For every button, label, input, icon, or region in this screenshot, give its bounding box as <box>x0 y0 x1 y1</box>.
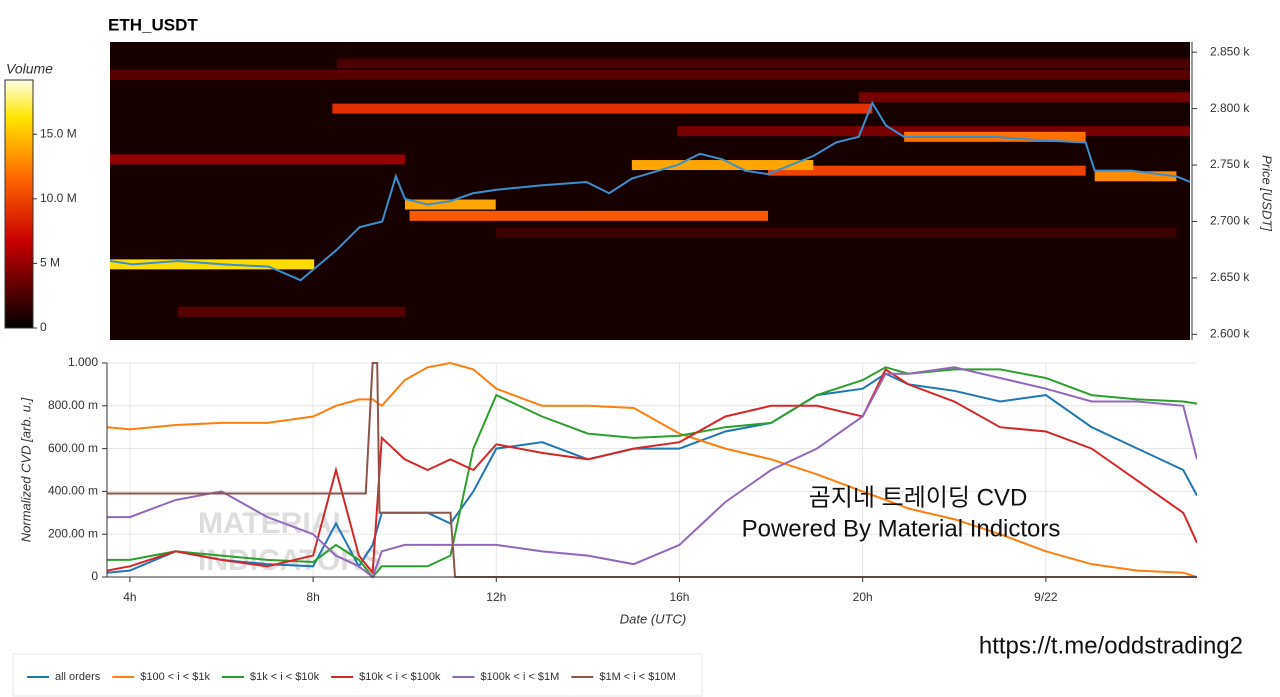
y-tick-label: 1.000 <box>68 355 98 369</box>
annotation: 곰지네 트레이딩 CVD <box>809 484 1028 511</box>
liquidity-level <box>495 227 1177 238</box>
liquidity-level <box>1094 171 1177 182</box>
y-tick-label: 800.00 m <box>48 398 98 412</box>
x-tick-label: 8h <box>306 590 319 604</box>
y-tick-label: 0 <box>91 569 98 583</box>
watermark: MATERIAL <box>198 507 351 540</box>
price-axis-label: Price [USDT] <box>1260 155 1275 231</box>
x-tick-label: 12h <box>486 590 506 604</box>
liquidity-level <box>332 103 873 114</box>
colorbar-tick-label: 10.0 M <box>40 191 77 205</box>
cvd-line <box>107 366 1197 579</box>
liquidity-level <box>404 199 496 210</box>
price-tick-label: 2.600 k <box>1210 327 1250 341</box>
liquidity-level <box>336 58 1190 69</box>
legend <box>12 653 703 697</box>
legend-label: $10k < i < $100k <box>359 671 441 683</box>
colorbar-tick-label: 5 M <box>40 256 60 270</box>
x-tick-label: 20h <box>853 590 873 604</box>
price-tick-label: 2.750 k <box>1210 157 1250 171</box>
colorbar-title: Volume <box>6 61 53 77</box>
colorbar-tick-label: 0 <box>40 320 47 334</box>
price-tick-label: 2.800 k <box>1210 101 1250 115</box>
legend-label: $100 < i < $1k <box>140 671 210 683</box>
x-tick-label: 4h <box>123 590 136 604</box>
y-tick-label: 200.00 m <box>48 526 98 540</box>
liquidity-level <box>409 210 768 221</box>
legend-label: $1k < i < $10k <box>250 671 320 683</box>
cvd-line <box>107 367 1197 576</box>
chart-title: ETH_USDT <box>108 15 198 34</box>
y-tick-label: 400.00 m <box>48 484 98 498</box>
liquidity-level <box>631 160 814 171</box>
heatmap-background <box>110 42 1190 340</box>
cvd-lines <box>107 361 1197 579</box>
liquidity-level <box>767 165 1086 176</box>
legend-label: $100k < i < $1M <box>480 671 559 683</box>
cvd-line <box>107 361 1197 578</box>
x-tick-label: 9/22 <box>1034 590 1058 604</box>
y-axis-label: Normalized CVD [arb. u.] <box>18 397 33 542</box>
liquidity-level <box>858 92 1190 103</box>
x-axis-label: Date (UTC) <box>620 611 686 626</box>
colorbar-tick-label: 15.0 M <box>40 126 77 140</box>
price-line <box>110 100 1190 282</box>
liquidity-level <box>677 126 1190 137</box>
price-tick-label: 2.850 k <box>1210 44 1250 58</box>
cvd-line <box>107 366 1197 579</box>
heatmap <box>110 58 1190 317</box>
legend-label: $1M < i < $10M <box>599 671 675 683</box>
x-tick-label: 16h <box>669 590 689 604</box>
y-tick-label: 600.00 m <box>48 441 98 455</box>
annotation: Powered By Material Indictors <box>742 515 1061 542</box>
channel-link: https://t.me/oddstrading2 <box>979 632 1243 659</box>
liquidity-level <box>178 306 405 317</box>
price-tick-label: 2.650 k <box>1210 270 1250 284</box>
price-tick-label: 2.700 k <box>1210 214 1250 228</box>
liquidity-level <box>110 154 405 165</box>
colorbar <box>4 79 34 329</box>
liquidity-level <box>110 69 1190 80</box>
cvd-line <box>107 362 1197 578</box>
legend-label: all orders <box>55 671 101 683</box>
